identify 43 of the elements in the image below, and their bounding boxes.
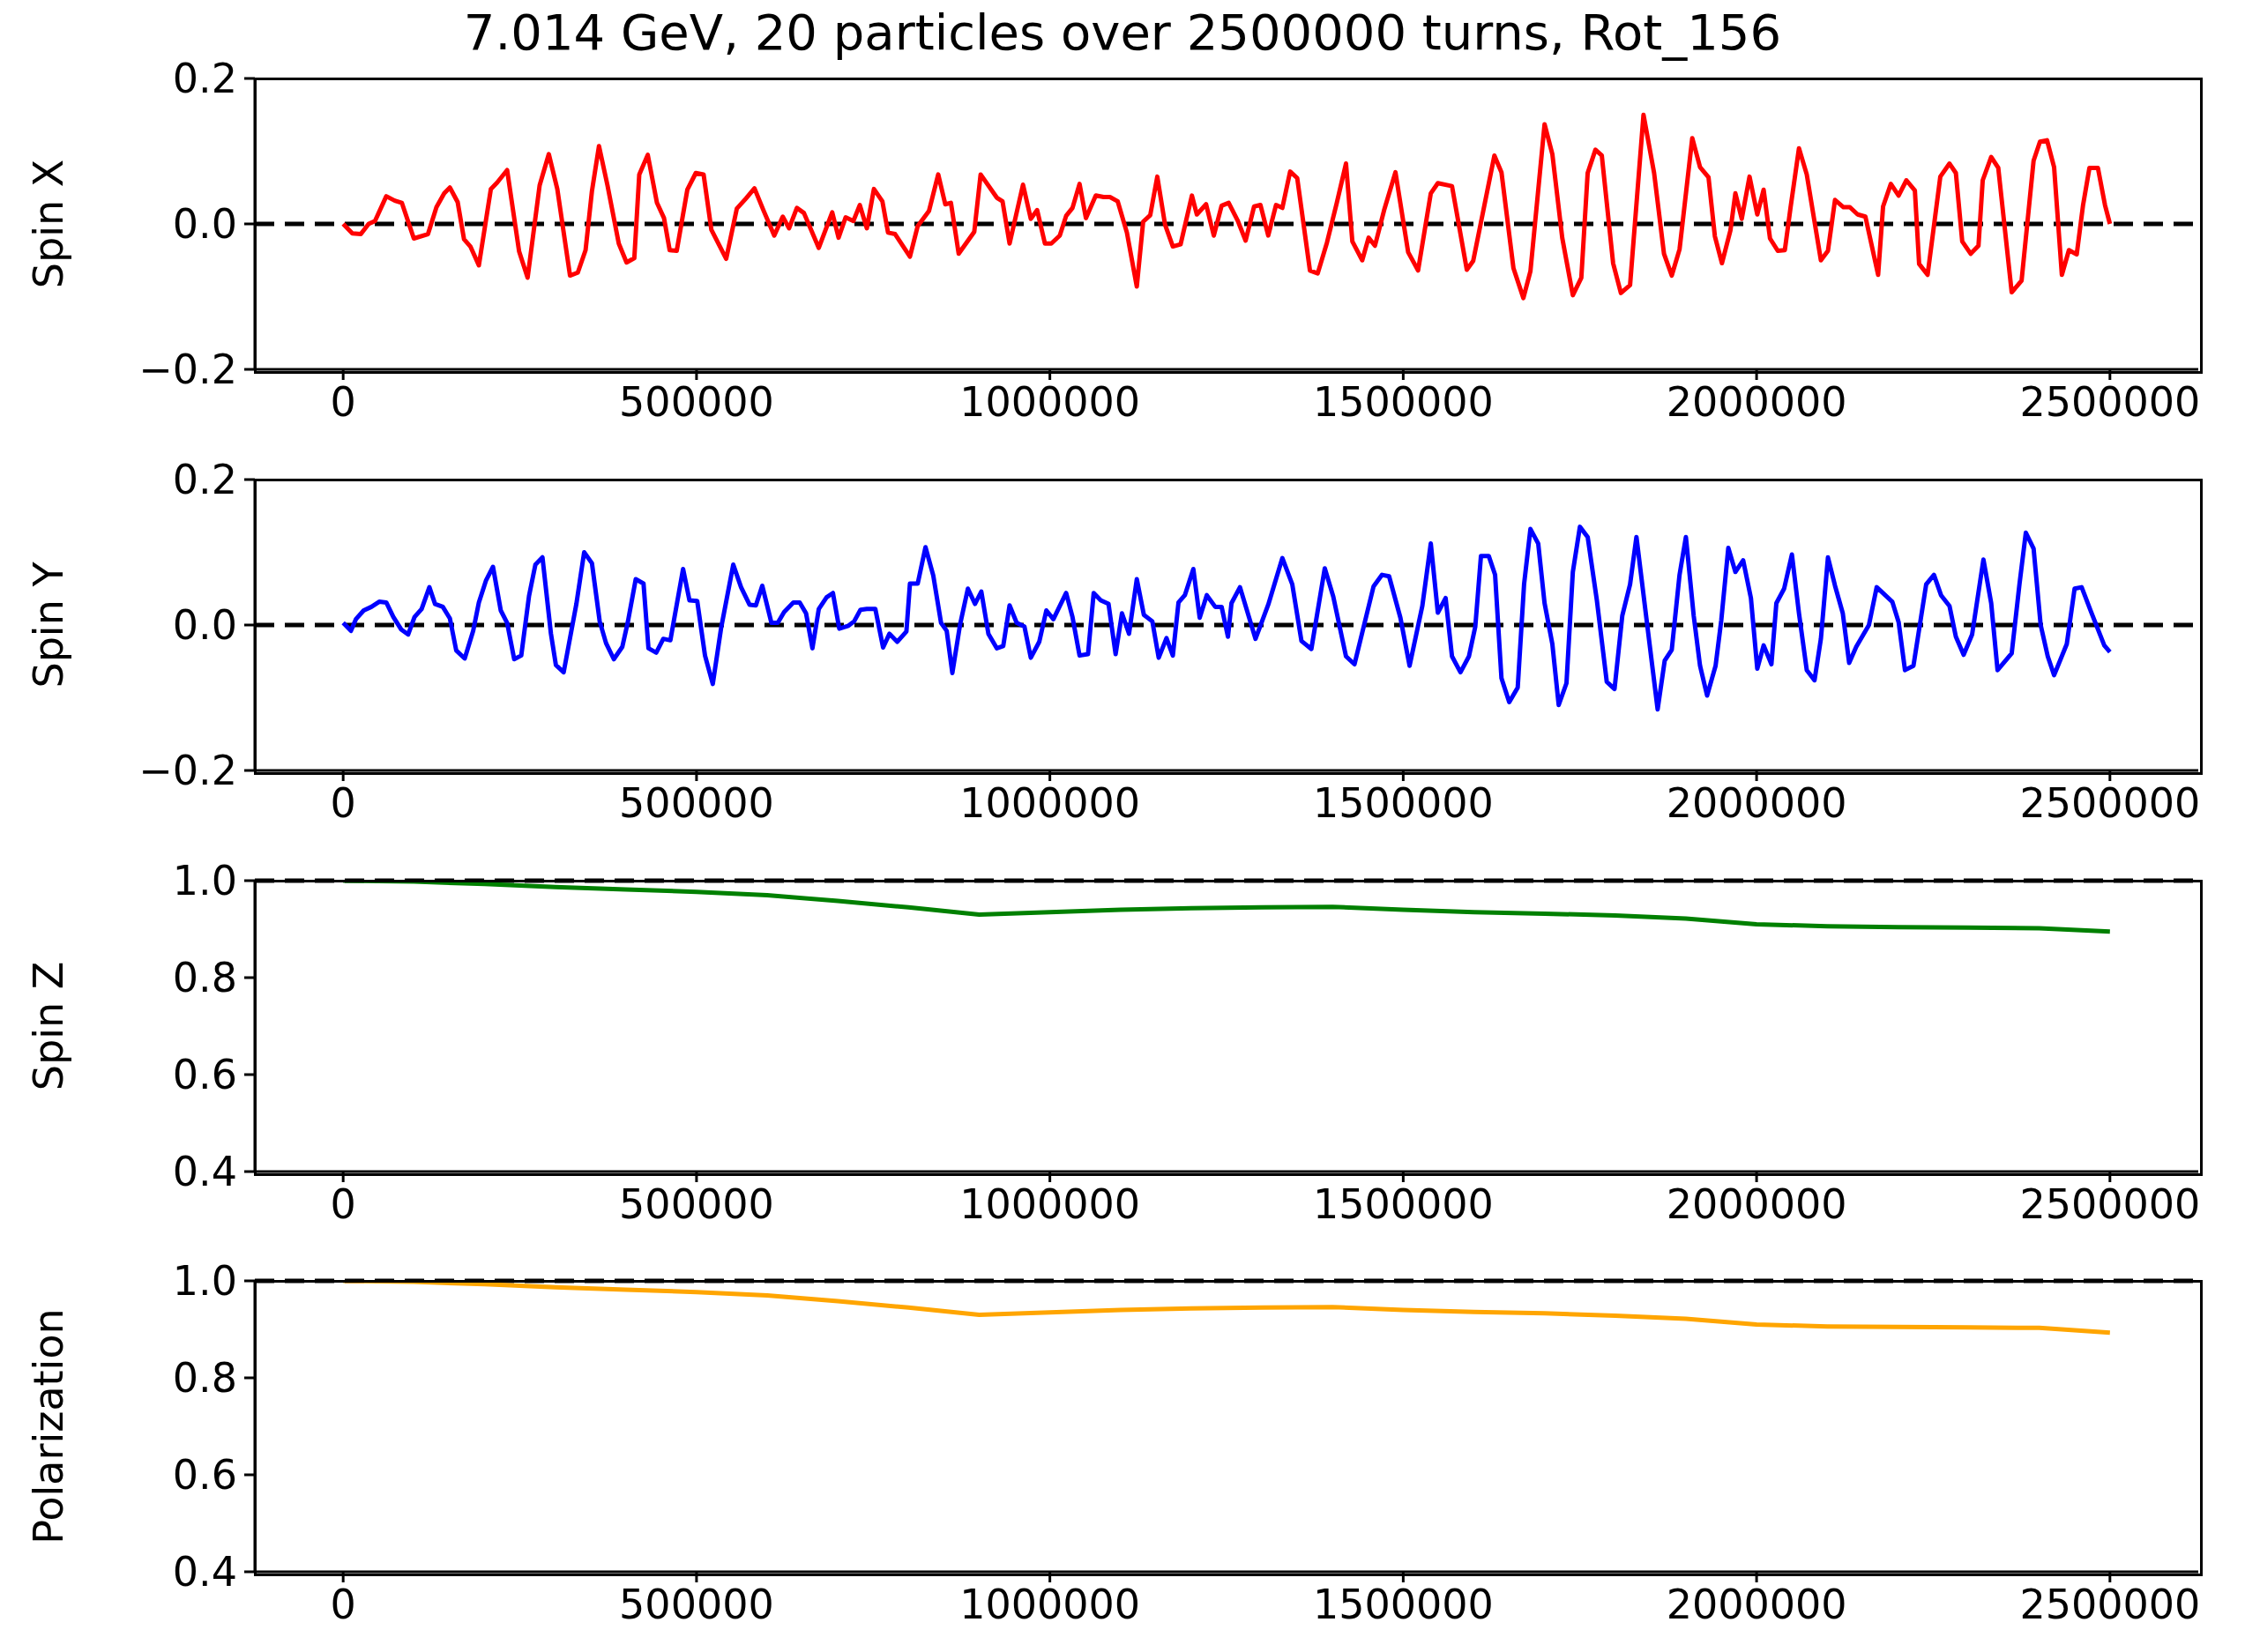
- y-axis-title: Spin Z: [25, 961, 73, 1091]
- y-tick-label: 0.6: [172, 1451, 237, 1499]
- y-tick-label: 0.8: [172, 954, 237, 1002]
- x-tick-label: 500000: [619, 1580, 774, 1628]
- y-tick-label: −0.2: [138, 747, 237, 795]
- y-tick-label: 0.4: [172, 1548, 237, 1596]
- y-tick-label: −0.2: [138, 346, 237, 394]
- x-tick-label: 1000000: [959, 1580, 1141, 1628]
- x-tick-label: 2500000: [2019, 778, 2201, 827]
- x-tick-label: 2500000: [2019, 1179, 2201, 1228]
- y-tick-label: 0.8: [172, 1354, 237, 1403]
- x-tick-label: 0: [330, 778, 356, 827]
- chart-title: 7.014 GeV, 20 particles over 2500000 turns, Rot_156: [463, 4, 1782, 61]
- y-tick-label: 0.0: [172, 200, 237, 249]
- x-tick-label: 2000000: [1666, 377, 1847, 426]
- y-tick-label: 0.4: [172, 1148, 237, 1196]
- x-tick-label: 1000000: [959, 377, 1141, 426]
- x-tick-label: 2000000: [1666, 778, 1847, 827]
- x-tick-label: 2500000: [2019, 1580, 2201, 1628]
- y-tick-label: 1.0: [172, 1257, 237, 1306]
- x-tick-label: 1000000: [959, 1179, 1141, 1228]
- y-tick-label: 0.6: [172, 1051, 237, 1099]
- y-tick-label: 0.2: [172, 55, 237, 103]
- x-tick-label: 1500000: [1312, 1580, 1494, 1628]
- x-tick-label: 1500000: [1312, 778, 1494, 827]
- x-tick-label: 2000000: [1666, 1580, 1847, 1628]
- x-tick-label: 500000: [619, 377, 774, 426]
- x-tick-label: 2500000: [2019, 377, 2201, 426]
- x-tick-label: 2000000: [1666, 1179, 1847, 1228]
- x-tick-label: 1500000: [1312, 1179, 1494, 1228]
- y-axis-title: Polarization: [25, 1308, 73, 1544]
- x-tick-label: 0: [330, 377, 356, 426]
- y-tick-label: 0.2: [172, 456, 237, 504]
- y-axis-title: Spin Y: [25, 561, 73, 688]
- x-tick-label: 1000000: [959, 778, 1141, 827]
- y-tick-label: 1.0: [172, 857, 237, 905]
- x-tick-label: 1500000: [1312, 377, 1494, 426]
- x-tick-label: 0: [330, 1580, 356, 1628]
- y-axis-title: Spin X: [25, 159, 73, 289]
- x-tick-label: 500000: [619, 778, 774, 827]
- x-tick-label: 500000: [619, 1179, 774, 1228]
- x-tick-label: 0: [330, 1179, 356, 1228]
- y-tick-label: 0.0: [172, 601, 237, 650]
